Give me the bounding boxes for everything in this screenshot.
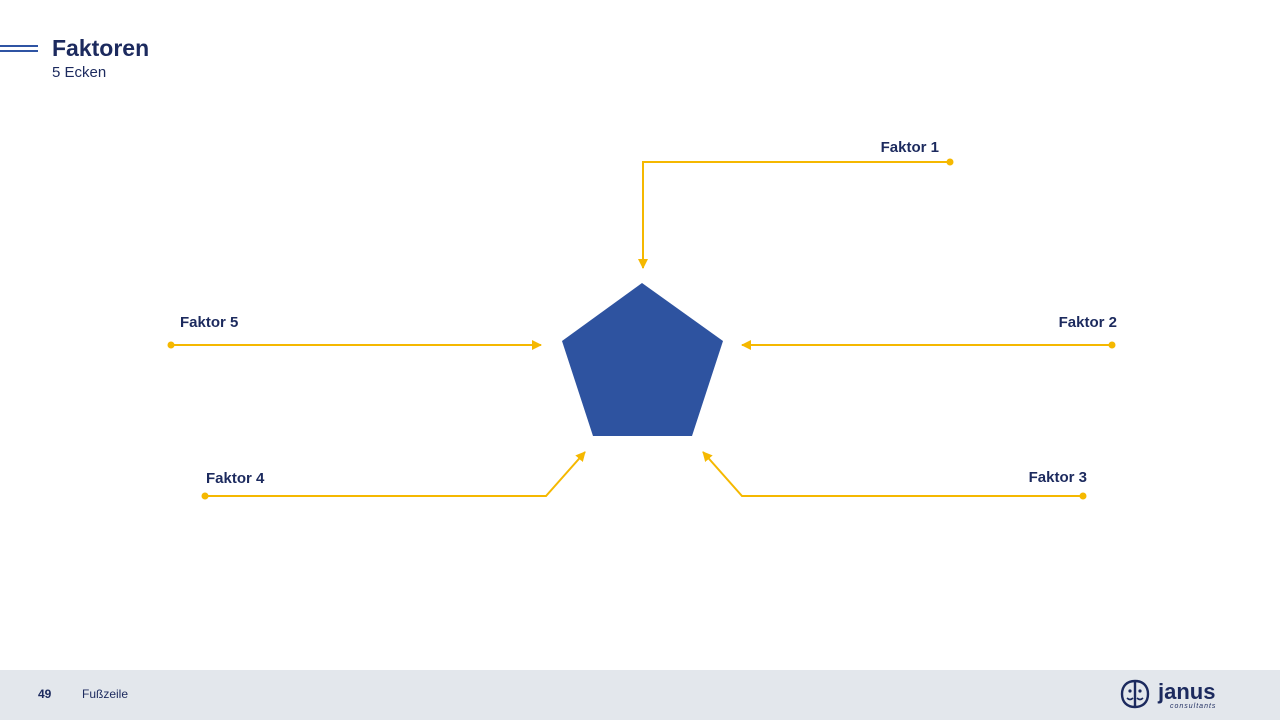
factor-5-dot bbox=[167, 341, 175, 349]
factor-1-dot bbox=[946, 158, 954, 166]
janus-face-icon bbox=[1120, 679, 1150, 709]
factor-1-connector bbox=[638, 158, 954, 269]
page-number: 49 bbox=[38, 687, 52, 701]
janus-consultants-logo: janus consultants bbox=[1120, 679, 1216, 710]
factor-1-label: Faktor 1 bbox=[881, 139, 939, 156]
factor-3-label: Faktor 3 bbox=[1029, 469, 1087, 486]
factor-4-label: Faktor 4 bbox=[206, 470, 265, 487]
factor-3-connector bbox=[702, 451, 1087, 500]
logo-wordmark: janus bbox=[1157, 679, 1215, 704]
title-accent-lines bbox=[0, 45, 38, 52]
slide-title: Faktoren bbox=[52, 35, 150, 61]
footer-bar: 49 Fußzeile janus consultants bbox=[0, 670, 1280, 720]
footer-text: Fußzeile bbox=[82, 687, 129, 701]
center-pentagon bbox=[562, 283, 723, 436]
factor-2-connector bbox=[741, 340, 1116, 350]
slide-subtitle: 5 Ecken bbox=[52, 64, 107, 81]
factor-5-connector bbox=[167, 340, 542, 350]
factor-3-dot bbox=[1079, 492, 1087, 500]
logo-tagline: consultants bbox=[1170, 703, 1216, 710]
factor-2-label: Faktor 2 bbox=[1059, 314, 1117, 331]
factor-4-dot bbox=[201, 492, 209, 500]
factor-4-connector bbox=[201, 451, 586, 500]
factor-2-dot bbox=[1108, 341, 1116, 349]
factor-5-label: Faktor 5 bbox=[180, 314, 238, 331]
